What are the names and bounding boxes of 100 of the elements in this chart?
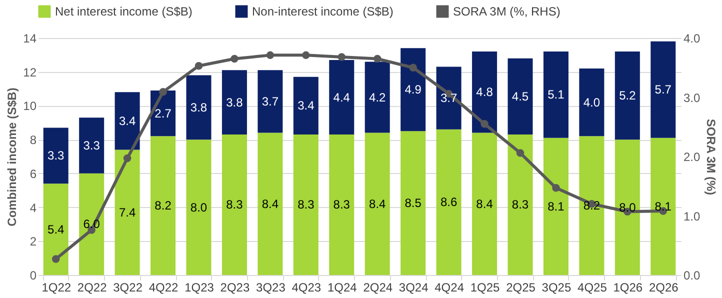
point (338, 53, 346, 61)
data-label: 4.4 (333, 90, 350, 104)
data-label: 3.8 (226, 95, 244, 110)
point (266, 51, 274, 60)
x-tick-label: 4Q22 (148, 280, 179, 294)
data-label: 3.7 (440, 91, 458, 106)
data-label: 8.4 (369, 196, 386, 211)
data-label: 3.4 (118, 114, 136, 128)
bar (400, 48, 426, 132)
data-label: 8.1 (548, 199, 565, 214)
data-label: 4.9 (404, 82, 422, 97)
point (123, 154, 132, 162)
bar (222, 134, 247, 275)
bar (650, 138, 676, 275)
data-label: 4.0 (583, 95, 600, 110)
legend-label: Net interest income (S$B) (55, 4, 192, 19)
bar (293, 76, 318, 134)
bar (258, 132, 283, 275)
y2-tick-label: 3.0 (684, 90, 701, 105)
y-tick-label: 0 (30, 268, 37, 282)
point (480, 120, 488, 128)
bar (329, 60, 354, 134)
x-tick-label: 4Q24 (434, 280, 464, 294)
data-label: 8.3 (298, 198, 315, 212)
x-tick-label: 2Q22 (77, 280, 108, 294)
point (52, 255, 60, 263)
y2-tick-label: 1.0 (684, 209, 701, 224)
y-tick-label: 4 (30, 200, 37, 215)
data-label: 3.8 (190, 100, 208, 114)
x-tick-label: 1Q24 (327, 280, 358, 294)
bar (258, 70, 283, 133)
x-tick-label: 3Q24 (398, 280, 429, 294)
y-tick-label: 10 (23, 99, 37, 114)
bar (650, 41, 676, 138)
y2-tick-label: 0.0 (684, 268, 701, 282)
bar (114, 92, 140, 150)
data-label: 7.4 (118, 205, 136, 220)
point (516, 149, 524, 157)
point (230, 54, 238, 63)
data-label: 5.4 (48, 222, 65, 236)
y-tick-label: 14 (23, 32, 37, 46)
x-tick-label: 2Q25 (506, 280, 536, 294)
bar (400, 131, 426, 275)
bar (579, 136, 604, 275)
y2-axis-title: SORA 3M (%) (704, 118, 718, 196)
bar (543, 138, 568, 275)
y-tick-label: 8 (30, 133, 37, 148)
bar (472, 132, 498, 275)
x-tick-label: 2Q23 (220, 280, 250, 294)
x-tick-label: 3Q25 (542, 280, 572, 294)
bar (543, 52, 568, 138)
x-tick-label: 4Q25 (578, 280, 608, 294)
y2-tick-label: 4.0 (684, 32, 701, 46)
bar (508, 58, 533, 134)
x-tick-label: 2Q24 (363, 280, 393, 294)
data-label: 8.2 (154, 198, 172, 213)
y2-tick-label: 2.0 (684, 150, 701, 164)
bar (222, 70, 247, 134)
y-axis-title: Combined income (S$B) (5, 88, 20, 226)
bar (436, 129, 462, 275)
bar (150, 136, 176, 275)
data-label: 3.3 (83, 138, 100, 152)
data-label: 2.7 (154, 106, 172, 120)
y-tick-label: 6 (30, 166, 37, 181)
bar (364, 62, 390, 133)
data-label: 8.0 (190, 200, 208, 214)
data-label: 5.7 (654, 82, 672, 97)
data-label: 4.2 (369, 90, 386, 104)
x-tick-label: 4Q23 (292, 280, 322, 294)
y-tick-label: 2 (30, 234, 37, 249)
bar (186, 75, 212, 140)
data-label: 8.3 (512, 198, 529, 212)
x-tick-label: 2Q26 (648, 280, 679, 294)
data-label: 8.1 (654, 199, 672, 214)
bar (614, 140, 640, 275)
bar (43, 184, 68, 275)
x-tick-label: 1Q25 (470, 280, 500, 294)
bar (114, 150, 140, 275)
x-tick-label: 1Q26 (613, 280, 643, 294)
bar (364, 132, 390, 275)
bar (508, 134, 533, 275)
data-label: 4.5 (512, 89, 529, 104)
data-label: 5.1 (548, 88, 565, 102)
data-label: 8.4 (262, 196, 279, 211)
bar (579, 68, 604, 136)
point (194, 62, 203, 70)
bar (293, 134, 318, 275)
bar (614, 52, 640, 140)
point (409, 64, 417, 72)
bar (79, 173, 104, 275)
x-tick-label: 1Q22 (42, 280, 72, 294)
x-tick-label: 3Q22 (113, 280, 143, 294)
y-tick-label: 12 (23, 65, 37, 80)
data-label: 4.8 (476, 85, 494, 100)
data-label: 5.2 (619, 88, 636, 103)
bar (186, 140, 212, 275)
data-label: 3.4 (298, 98, 315, 113)
bar (472, 52, 498, 133)
data-label: 8.4 (476, 196, 494, 211)
point (552, 184, 560, 192)
